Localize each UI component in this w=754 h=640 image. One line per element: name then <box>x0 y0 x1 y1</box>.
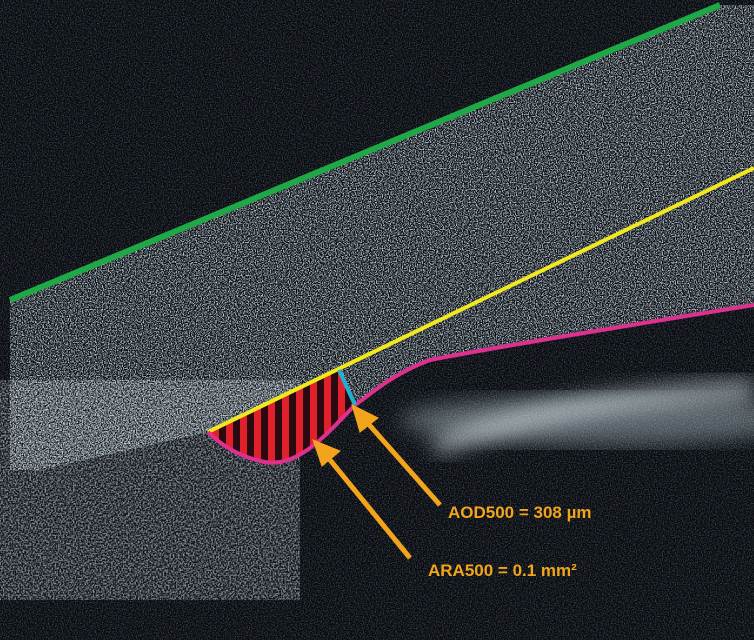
aod-label: AOD500 = 308 µm <box>448 503 592 522</box>
ara-label: ARA500 = 0.1 mm² <box>428 561 577 580</box>
oct-image: AOD500 = 308 µm ARA500 = 0.1 mm² <box>0 0 754 640</box>
